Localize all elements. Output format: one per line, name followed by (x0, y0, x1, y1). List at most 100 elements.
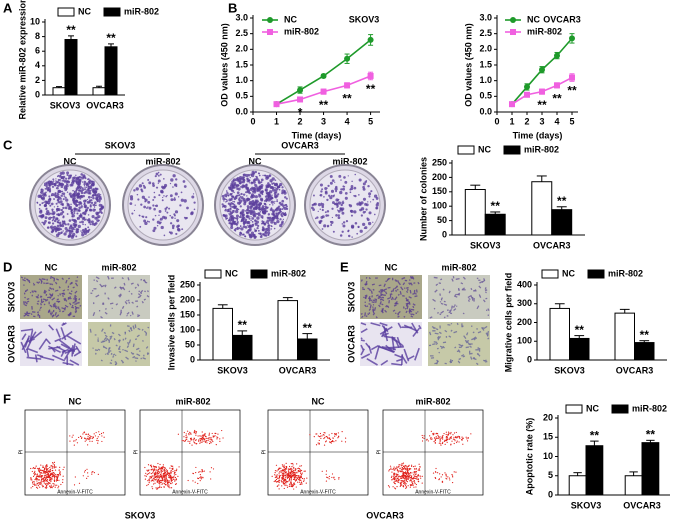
colony (341, 230, 344, 233)
event (405, 472, 408, 474)
cell (403, 348, 410, 362)
event (276, 485, 278, 488)
cell (365, 315, 368, 318)
event (202, 437, 204, 439)
event (325, 473, 327, 475)
event (439, 438, 441, 440)
colony (281, 212, 285, 215)
colony (75, 230, 79, 233)
colony (275, 194, 279, 198)
event (36, 478, 38, 480)
event (335, 434, 338, 436)
colony (319, 219, 323, 223)
event (441, 481, 443, 483)
bar (232, 334, 253, 361)
micrograph (20, 322, 82, 366)
event (83, 431, 85, 433)
event (299, 476, 301, 478)
colony (165, 195, 168, 198)
event (393, 481, 395, 484)
cell (442, 345, 445, 349)
event (407, 478, 409, 480)
colony (337, 216, 341, 220)
cell (109, 362, 113, 365)
colony (81, 181, 84, 183)
colony (264, 209, 267, 213)
colony (82, 216, 86, 220)
colony (255, 203, 259, 207)
colony (258, 193, 261, 196)
colony (319, 193, 323, 197)
colony (228, 210, 230, 213)
cell (109, 336, 113, 341)
event (153, 469, 156, 471)
colony (44, 188, 47, 190)
event (215, 432, 217, 435)
event (201, 471, 203, 473)
colony (274, 208, 277, 211)
event (169, 487, 171, 489)
colony (68, 231, 72, 235)
event (167, 483, 169, 485)
event (420, 477, 422, 479)
colony (169, 222, 173, 225)
event (450, 433, 452, 435)
colony (152, 184, 155, 187)
event (407, 475, 409, 478)
event (153, 465, 155, 467)
colony (284, 196, 287, 199)
event (53, 467, 56, 469)
event (291, 470, 293, 472)
cell (74, 299, 77, 303)
event (198, 440, 200, 442)
event (423, 435, 425, 437)
cell (380, 359, 389, 366)
colony (57, 178, 61, 182)
cell (435, 328, 439, 331)
event (396, 474, 398, 476)
y-tick-label: 250 (432, 157, 447, 167)
colony (58, 174, 60, 176)
colony (254, 200, 258, 203)
event (456, 440, 458, 442)
event (30, 467, 32, 470)
cell (118, 293, 122, 297)
cell (477, 331, 482, 334)
event (163, 476, 166, 478)
event (401, 481, 403, 483)
event (172, 468, 174, 470)
y-tick-label: 1.0 (235, 75, 248, 85)
cell (26, 356, 42, 360)
colony (274, 187, 276, 189)
colony (156, 220, 160, 224)
event (76, 442, 79, 444)
event (152, 470, 155, 472)
event (326, 476, 328, 478)
colony (53, 183, 56, 186)
event (172, 478, 174, 480)
group-label: NC (64, 156, 77, 166)
event (49, 470, 51, 472)
event (276, 480, 278, 483)
cell (384, 309, 388, 313)
colony (258, 188, 261, 191)
event (171, 476, 173, 478)
event (209, 438, 211, 440)
colony (362, 187, 366, 191)
event (301, 483, 303, 485)
cell (61, 322, 67, 327)
event (160, 486, 162, 488)
colony (330, 194, 333, 197)
cell (399, 290, 402, 295)
event (44, 470, 46, 473)
colony (337, 214, 341, 217)
colony (264, 189, 267, 192)
event (50, 480, 52, 483)
event (156, 471, 158, 474)
colony (236, 191, 240, 195)
colony (72, 189, 74, 192)
colony (257, 229, 260, 232)
cell (74, 282, 79, 287)
colony (231, 189, 233, 191)
